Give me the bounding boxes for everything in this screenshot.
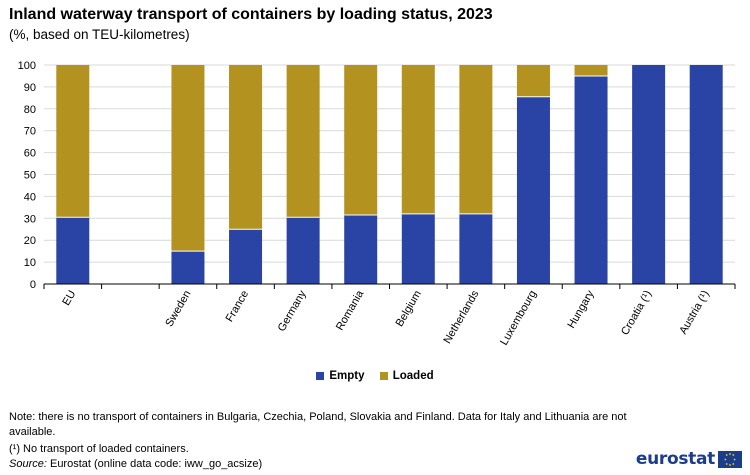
y-tick-label: 70 bbox=[24, 126, 36, 138]
legend-label-empty: Empty bbox=[329, 370, 365, 382]
category-label: France bbox=[224, 289, 252, 325]
bar-empty bbox=[632, 65, 666, 284]
eu-flag-icon bbox=[718, 450, 742, 468]
category-label: Luxembourg bbox=[498, 289, 539, 348]
category-labels: EU Sweden France Germany Romania Belgium Nethe… bbox=[60, 288, 711, 348]
y-tick-label: 30 bbox=[24, 213, 36, 225]
bar-loaded bbox=[459, 65, 493, 214]
bar-loaded bbox=[516, 65, 550, 97]
source-text: Eurostat (online data code: iww_go_acsiz… bbox=[46, 458, 263, 470]
category-label: Germany bbox=[276, 288, 309, 334]
category-label: Sweden bbox=[163, 289, 193, 329]
eurostat-logo: eurostat bbox=[636, 449, 742, 469]
category-label: Belgium bbox=[394, 289, 424, 329]
legend-swatch-loaded bbox=[379, 372, 388, 380]
legend: Empty Loaded bbox=[0, 370, 750, 383]
bar-empty bbox=[516, 96, 550, 284]
legend-label-loaded: Loaded bbox=[392, 370, 434, 382]
y-tick-label: 20 bbox=[24, 235, 36, 247]
bar-empty bbox=[56, 217, 90, 284]
x-axis-ticks bbox=[43, 284, 736, 289]
legend-item-empty: Empty bbox=[316, 370, 365, 382]
y-tick-label: 50 bbox=[24, 170, 36, 182]
bar-loaded bbox=[401, 65, 435, 214]
bar-loaded bbox=[574, 65, 608, 76]
bar-loaded bbox=[286, 65, 320, 218]
y-axis-ticks: 0 10 20 30 40 50 60 70 80 90 100 bbox=[18, 60, 36, 291]
bar-empty bbox=[689, 65, 723, 284]
note-croatia-austria: (¹) No transport of loaded containers. bbox=[9, 443, 189, 455]
footnotes: Note: there is no transport of container… bbox=[9, 410, 629, 472]
chart-title: Inland waterway transport of containers … bbox=[9, 6, 493, 23]
bar-empty bbox=[401, 213, 435, 284]
y-tick-label: 80 bbox=[24, 104, 36, 116]
legend-item-loaded: Loaded bbox=[379, 370, 434, 382]
category-label: Netherlands bbox=[441, 288, 481, 346]
category-label: Romania bbox=[334, 288, 367, 333]
grid-lines bbox=[44, 64, 735, 263]
eurostat-logo-text: eurostat bbox=[635, 449, 715, 469]
legend-swatch-empty bbox=[316, 372, 325, 380]
note-no-transport: Note: there is no transport of container… bbox=[9, 411, 627, 438]
category-label: Hungary bbox=[565, 288, 596, 330]
y-tick-label: 60 bbox=[24, 148, 36, 160]
bar-loaded bbox=[171, 65, 205, 252]
category-label: Croatia (¹) bbox=[619, 289, 654, 338]
bar-empty bbox=[286, 217, 320, 284]
bar-empty bbox=[344, 215, 378, 284]
y-tick-label: 40 bbox=[24, 191, 36, 203]
y-tick-label: 0 bbox=[30, 279, 36, 291]
bar-empty bbox=[459, 213, 493, 284]
bars bbox=[56, 65, 723, 284]
bar-empty bbox=[574, 75, 608, 284]
bar-empty bbox=[229, 229, 263, 284]
bar-loaded bbox=[344, 65, 378, 216]
bar-empty bbox=[171, 251, 205, 284]
category-label: Austria (¹) bbox=[677, 289, 712, 337]
y-tick-label: 90 bbox=[24, 82, 36, 94]
source-label: Source: bbox=[9, 458, 47, 470]
y-tick-label: 10 bbox=[24, 257, 36, 269]
bar-loaded bbox=[56, 65, 90, 218]
source-line: Source: Eurostat (online data code: iww_… bbox=[9, 457, 629, 472]
bar-loaded bbox=[229, 65, 263, 230]
y-tick-label: 100 bbox=[18, 60, 36, 72]
chart-subtitle: (%, based on TEU-kilometres) bbox=[9, 27, 190, 42]
category-label: EU bbox=[60, 288, 78, 307]
stacked-bar-chart: 0 10 20 30 40 50 60 70 80 90 100 EU Sweden France Ger… bbox=[18, 60, 736, 348]
